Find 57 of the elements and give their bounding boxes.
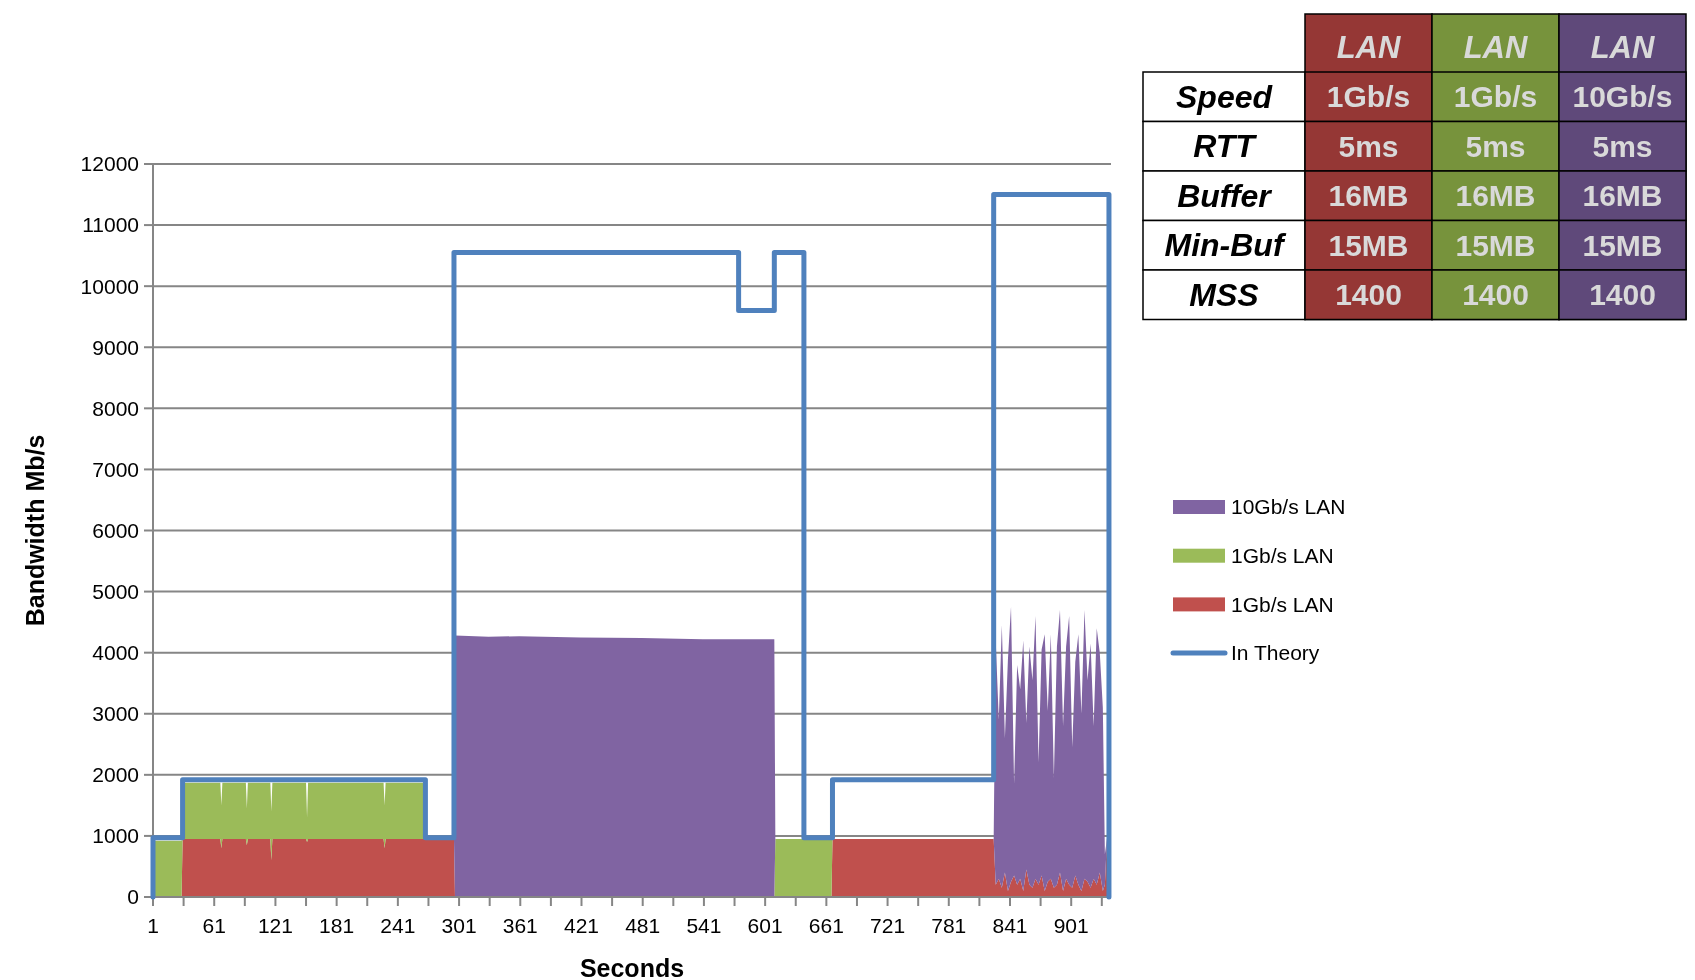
category-label: Speed [1175, 78, 1273, 115]
text: 1Gb/s [1326, 80, 1411, 114]
y-tick-label: 10000 [80, 274, 139, 298]
y-tick-label: 6000 [92, 518, 139, 542]
x-tick-label: 481 [625, 914, 661, 937]
text: 16MB [1582, 179, 1663, 213]
legend-label: 1Gb/s LAN [1231, 592, 1334, 616]
y-axis-title: Bandwidth Mb/s [21, 434, 49, 627]
text: 15MB [1328, 228, 1409, 262]
x-tick-label: 781 [931, 914, 967, 937]
x-tick-label: 121 [257, 914, 293, 937]
category-label: LAN [1336, 29, 1401, 65]
y-tick-label: 11000 [82, 213, 139, 237]
text: 16MB [1328, 179, 1409, 213]
text: 10Gb/s [1572, 80, 1673, 114]
category-label: MSS [1189, 276, 1259, 313]
x-tick-label: 61 [202, 914, 226, 937]
y-tick-label: 0 [127, 885, 139, 909]
text: 15MB [1582, 228, 1663, 262]
x-tick-label: 901 [1053, 914, 1089, 937]
x-tick-label: 1 [147, 914, 159, 937]
y-tick-label: 4000 [92, 641, 139, 665]
category-label: RTT [1193, 128, 1255, 165]
y-tick-label: 9000 [92, 335, 139, 359]
legend-label: In Theory [1231, 641, 1320, 665]
y-tick-label: 5000 [92, 579, 139, 603]
legend-label: 10Gb/s LAN [1231, 495, 1346, 519]
x-tick-label: 841 [992, 914, 1028, 937]
x-axis-title: Seconds [579, 954, 685, 980]
x-tick-label: 181 [319, 914, 355, 937]
x-tick-label: 241 [380, 914, 416, 937]
x-tick-label: 421 [563, 914, 600, 937]
y-tick-label: 1000 [92, 824, 139, 848]
text: 5ms [1338, 129, 1399, 163]
text: 1400 [1335, 278, 1402, 312]
category-label: LAN [1590, 29, 1655, 65]
category-label: LAN [1463, 29, 1528, 65]
text: 5ms [1465, 129, 1526, 163]
y-tick-label: 12000 [80, 152, 139, 176]
x-tick-label: 541 [686, 914, 722, 937]
x-tick-label: 361 [502, 914, 538, 937]
text: 1400 [1462, 278, 1529, 312]
text: 1400 [1589, 278, 1656, 312]
y-tick-label: 7000 [92, 457, 139, 481]
category-label: Buffer [1177, 177, 1271, 214]
x-tick-label: 721 [870, 914, 906, 937]
x-tick-label: 661 [808, 914, 844, 937]
text: 16MB [1455, 179, 1536, 213]
legend-label: 1Gb/s LAN [1231, 544, 1334, 568]
x-tick-label: 601 [747, 914, 783, 937]
y-tick-label: 2000 [92, 763, 139, 787]
text: 5ms [1592, 129, 1653, 163]
x-tick-label: 301 [441, 914, 477, 937]
y-tick-label: 3000 [92, 702, 139, 726]
y-tick-label: 8000 [92, 396, 139, 420]
text: 15MB [1455, 228, 1536, 262]
text: 1Gb/s [1453, 80, 1538, 114]
